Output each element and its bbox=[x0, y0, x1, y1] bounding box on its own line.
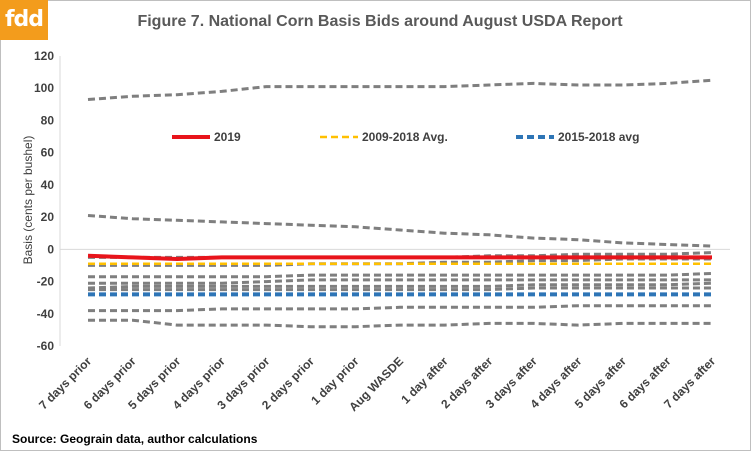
y-tick-label: -60 bbox=[37, 339, 55, 353]
fdd-logo: fdd bbox=[0, 0, 48, 40]
series-line-year bbox=[88, 318, 712, 329]
y-tick-label: 0 bbox=[47, 242, 54, 256]
legend: 2019 2009-2018 Avg. 2015-2018 avg bbox=[172, 130, 639, 144]
series-line-year bbox=[88, 304, 712, 313]
y-tick-label: -40 bbox=[37, 307, 55, 321]
series-line-year bbox=[87, 78, 713, 101]
y-tick-label: 20 bbox=[41, 210, 55, 224]
y-tick-label: 100 bbox=[34, 81, 54, 95]
series-line-year bbox=[88, 278, 712, 285]
series-lines bbox=[87, 78, 713, 329]
series-line-year bbox=[88, 286, 712, 292]
series-line-year bbox=[88, 272, 713, 279]
axes bbox=[59, 56, 730, 346]
y-tick-labels: -60 -40 -20 0 20 40 60 80 100 120 bbox=[34, 49, 54, 353]
y-tick-label: 60 bbox=[41, 146, 55, 160]
legend-label: 2015-2018 avg bbox=[558, 130, 639, 144]
y-tick-label: 120 bbox=[34, 49, 54, 63]
legend-label: 2019 bbox=[214, 130, 241, 144]
chart-title: Figure 7. National Corn Basis Bids aroun… bbox=[137, 13, 623, 30]
y-tick-label: -20 bbox=[37, 275, 55, 289]
y-tick-label: 40 bbox=[41, 178, 55, 192]
series-line-year bbox=[87, 281, 713, 290]
source-note: Source: Geograin data, author calculatio… bbox=[12, 432, 258, 446]
series-line-year bbox=[87, 214, 713, 248]
series-line-2019 bbox=[87, 253, 712, 261]
y-tick-label: 80 bbox=[41, 113, 55, 127]
legend-label: 2009-2018 Avg. bbox=[362, 130, 448, 144]
